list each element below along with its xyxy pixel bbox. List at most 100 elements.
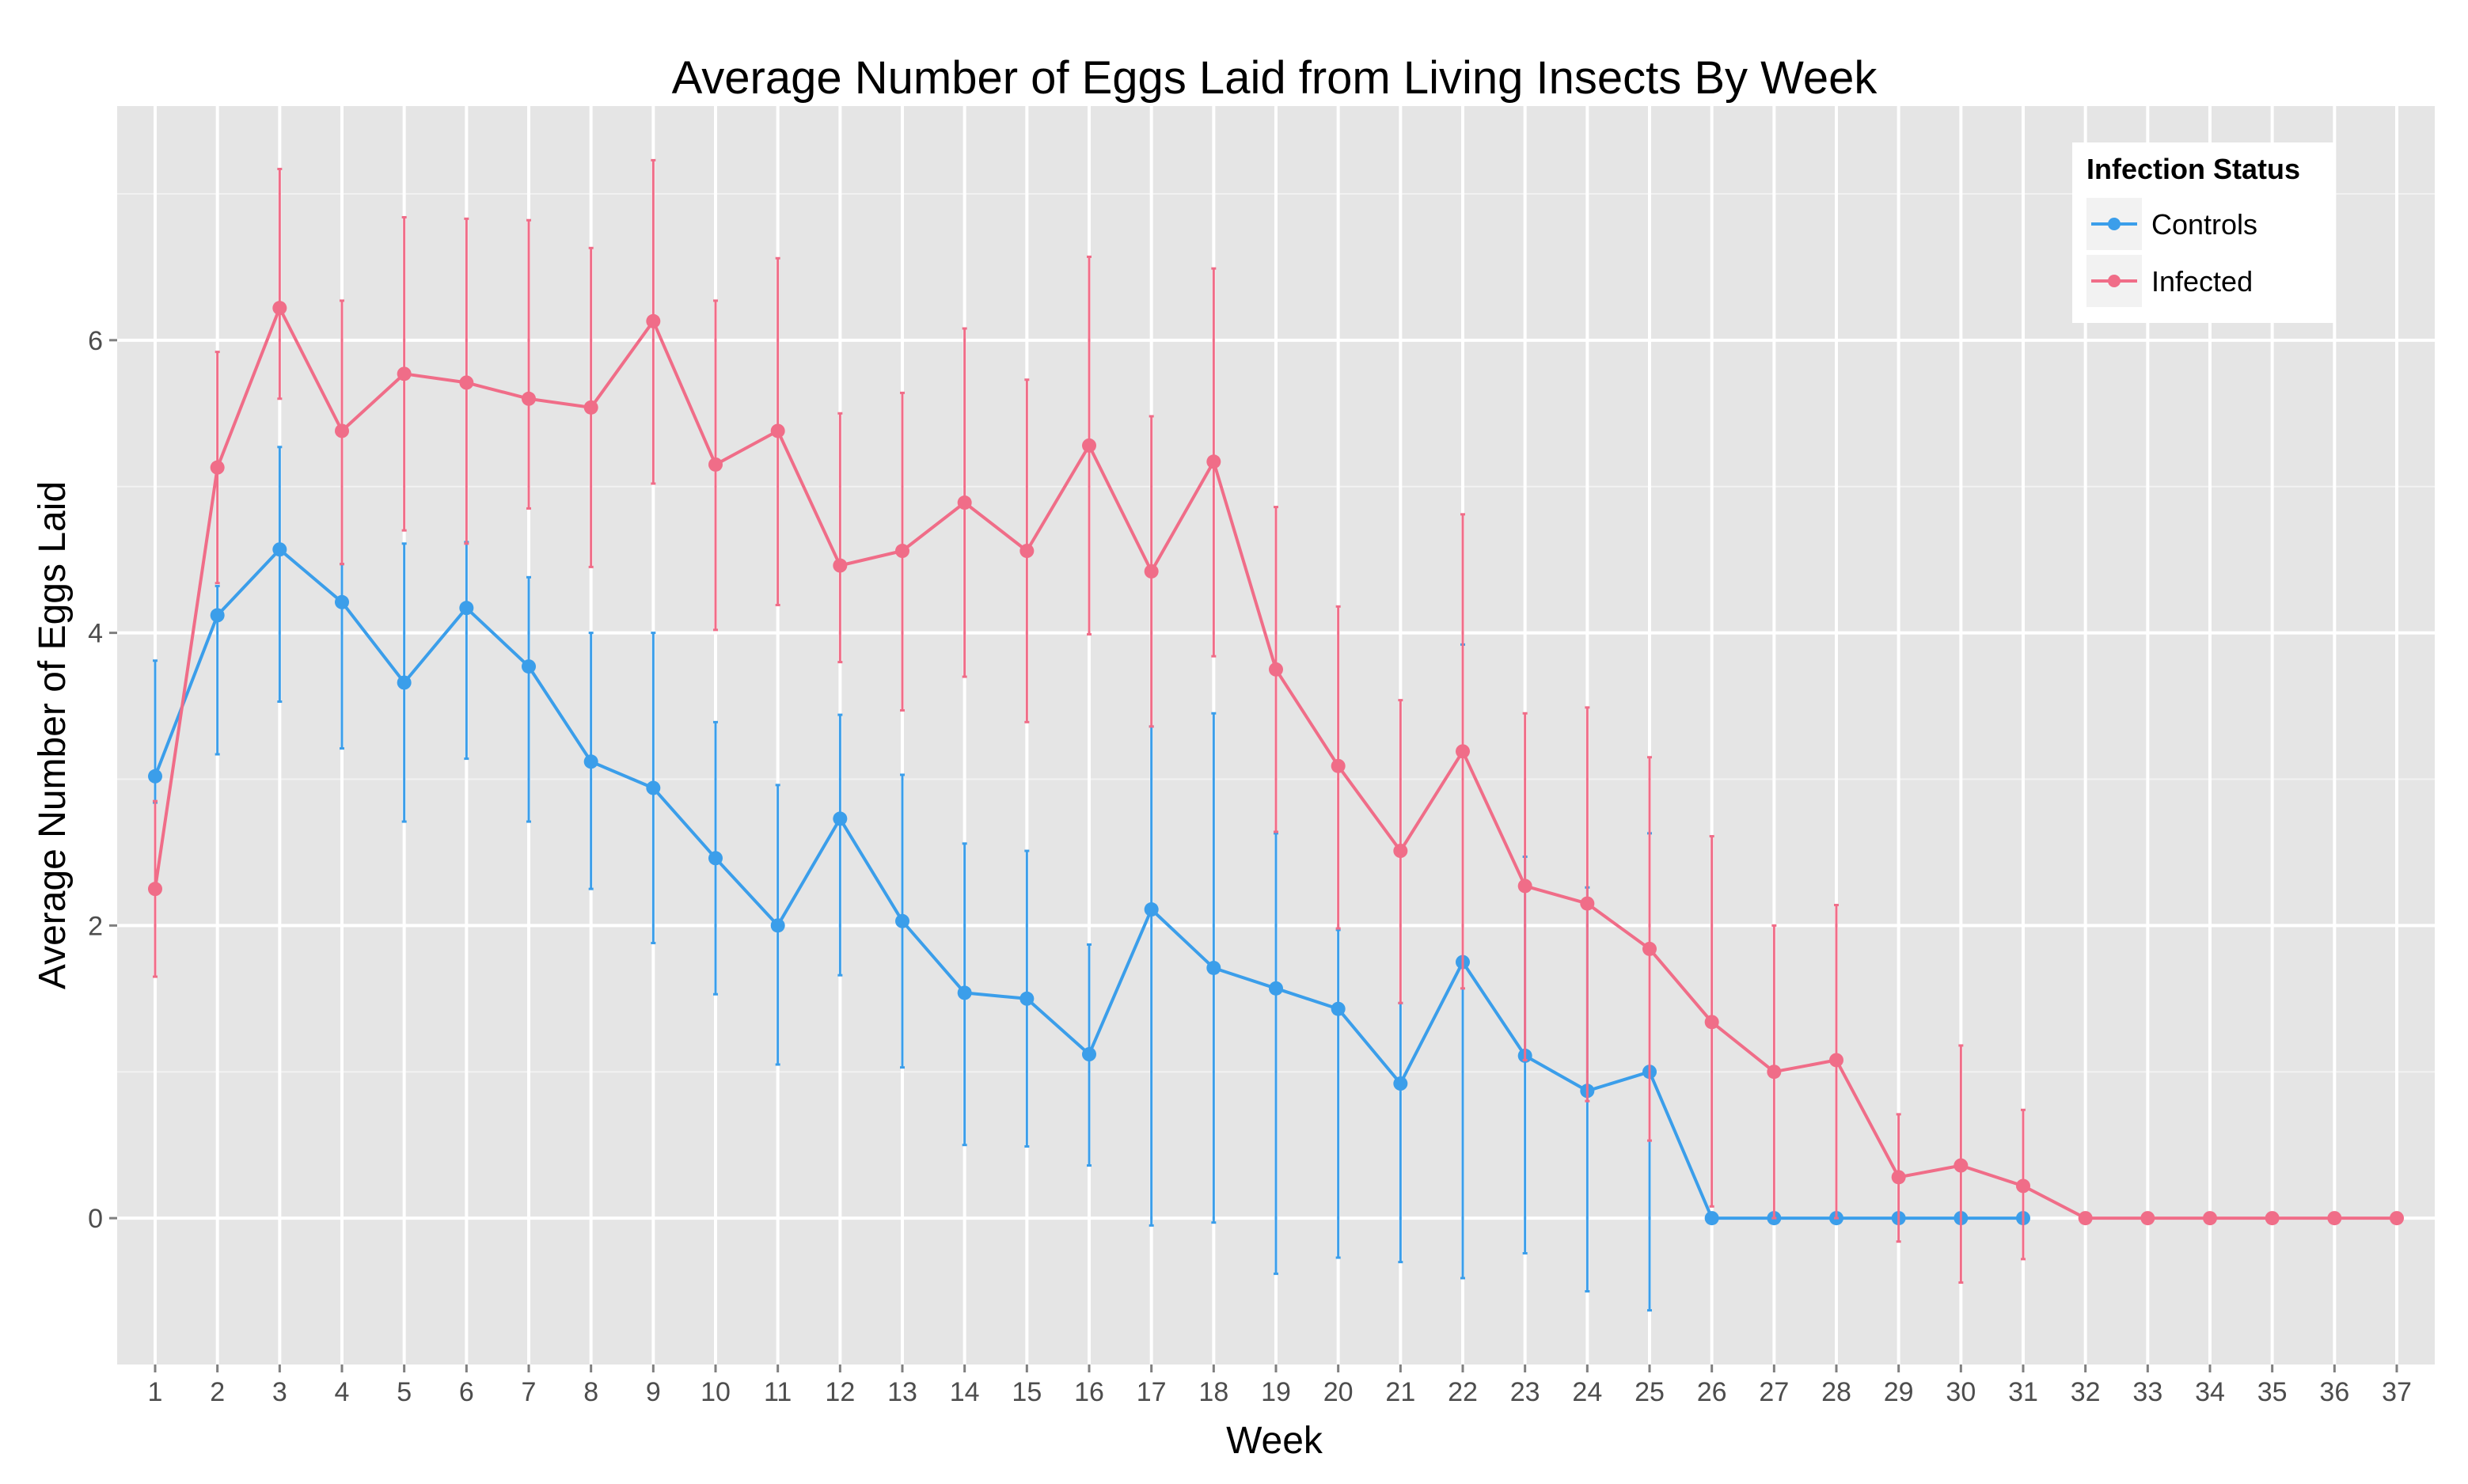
x-axis-title: Week <box>1226 1420 1323 1462</box>
x-tick-label: 34 <box>2195 1377 2225 1407</box>
x-tick-label: 27 <box>1759 1377 1789 1407</box>
x-tick-label: 23 <box>1510 1377 1540 1407</box>
x-tick-label: 24 <box>1572 1377 1602 1407</box>
data-point-infected <box>957 495 972 510</box>
legend-key-controls-point <box>2108 218 2121 230</box>
x-tick-label: 29 <box>1884 1377 1914 1407</box>
x-tick-label: 16 <box>1074 1377 1104 1407</box>
x-tick-label: 21 <box>1385 1377 1415 1407</box>
data-point-infected <box>2016 1178 2030 1194</box>
data-point-infected <box>1829 1053 1843 1068</box>
data-point-controls <box>1144 902 1159 917</box>
chart-title: Average Number of Eggs Laid from Living … <box>672 52 1878 104</box>
data-point-infected <box>1642 941 1657 956</box>
data-point-infected <box>2203 1211 2217 1226</box>
legend-label-infected: Infected <box>2151 265 2253 298</box>
x-tick-label: 35 <box>2257 1377 2288 1407</box>
data-point-infected <box>1517 879 1532 894</box>
data-point-controls <box>833 811 848 826</box>
data-point-infected <box>1954 1158 1969 1173</box>
x-tick-label: 14 <box>950 1377 980 1407</box>
data-point-controls <box>1206 960 1221 975</box>
legend-key-infected-point <box>2108 275 2121 287</box>
data-point-infected <box>1144 564 1159 579</box>
data-point-infected <box>522 391 536 406</box>
data-point-controls <box>583 754 598 769</box>
y-tick-label: 2 <box>88 911 103 941</box>
x-tick-label: 4 <box>335 1377 350 1407</box>
data-point-infected <box>1704 1015 1719 1030</box>
x-tick-label: 10 <box>701 1377 731 1407</box>
data-point-infected <box>272 301 287 316</box>
data-point-infected <box>2140 1211 2155 1226</box>
data-point-infected <box>2327 1211 2342 1226</box>
data-point-controls <box>646 780 661 795</box>
legend-title: Infection Status <box>2086 153 2300 185</box>
x-tick-label: 15 <box>1012 1377 1042 1407</box>
x-tick-label: 3 <box>272 1377 287 1407</box>
data-point-infected <box>2265 1211 2280 1226</box>
x-tick-label: 25 <box>1635 1377 1665 1407</box>
data-point-controls <box>1082 1047 1096 1062</box>
data-point-infected <box>1456 744 1470 759</box>
x-tick-label: 26 <box>1697 1377 1727 1407</box>
data-point-infected <box>646 313 661 328</box>
data-point-infected <box>1082 438 1096 453</box>
legend: Infection Status Controls Infected <box>2072 142 2333 323</box>
data-point-infected <box>895 544 909 559</box>
data-point-infected <box>397 366 412 381</box>
x-tick-label: 13 <box>887 1377 917 1407</box>
data-point-controls <box>397 675 412 690</box>
data-point-controls <box>708 851 723 866</box>
x-tick-label: 18 <box>1198 1377 1228 1407</box>
x-tick-label: 28 <box>1821 1377 1851 1407</box>
x-tick-label: 6 <box>459 1377 474 1407</box>
data-point-controls <box>1393 1076 1408 1091</box>
data-point-infected <box>583 400 598 415</box>
data-point-infected <box>833 558 848 573</box>
x-axis: 1 2 3 4 5 6 7 8 9 10 11 12 13 14 15 16 17 18 19 20 21 22 23 24 2… <box>148 1364 2412 1407</box>
series-infected <box>148 158 2404 1284</box>
data-point-infected <box>1269 662 1283 677</box>
data-point-infected <box>1019 544 1035 559</box>
x-tick-label: 31 <box>2008 1377 2038 1407</box>
x-tick-label: 11 <box>764 1377 792 1407</box>
x-tick-label: 7 <box>522 1377 537 1407</box>
x-tick-label: 37 <box>2382 1377 2412 1407</box>
data-point-infected <box>1206 454 1221 469</box>
x-tick-label: 8 <box>583 1377 598 1407</box>
legend-label-controls: Controls <box>2151 208 2257 241</box>
x-tick-label: 32 <box>2071 1377 2101 1407</box>
data-point-infected <box>335 423 349 438</box>
x-tick-label: 5 <box>397 1377 412 1407</box>
data-point-controls <box>1704 1211 1719 1226</box>
x-tick-label: 33 <box>2132 1377 2162 1407</box>
data-point-infected <box>1580 896 1595 911</box>
data-point-controls <box>210 608 225 623</box>
data-point-infected <box>1393 844 1408 859</box>
x-tick-label: 9 <box>646 1377 661 1407</box>
data-point-controls <box>148 769 162 784</box>
data-point-infected <box>770 423 785 438</box>
data-point-infected <box>210 460 225 475</box>
data-point-controls <box>895 913 909 928</box>
data-point-infected <box>459 375 474 390</box>
x-tick-label: 30 <box>1946 1377 1976 1407</box>
x-tick-label: 12 <box>825 1377 855 1407</box>
x-tick-label: 22 <box>1448 1377 1478 1407</box>
x-tick-label: 2 <box>210 1377 225 1407</box>
data-point-controls <box>1019 991 1035 1006</box>
data-point-infected <box>1767 1065 1782 1080</box>
x-tick-label: 17 <box>1137 1377 1167 1407</box>
data-point-controls <box>1331 1001 1346 1016</box>
x-tick-label: 1 <box>148 1377 163 1407</box>
data-point-controls <box>459 601 474 616</box>
data-point-infected <box>1891 1170 1906 1185</box>
y-axis: 0 2 4 6 <box>88 326 117 1234</box>
x-tick-label: 19 <box>1261 1377 1291 1407</box>
x-tick-label: 20 <box>1323 1377 1354 1407</box>
data-point-controls <box>335 594 349 609</box>
series-layer <box>148 158 2404 1312</box>
data-point-infected <box>148 882 162 897</box>
